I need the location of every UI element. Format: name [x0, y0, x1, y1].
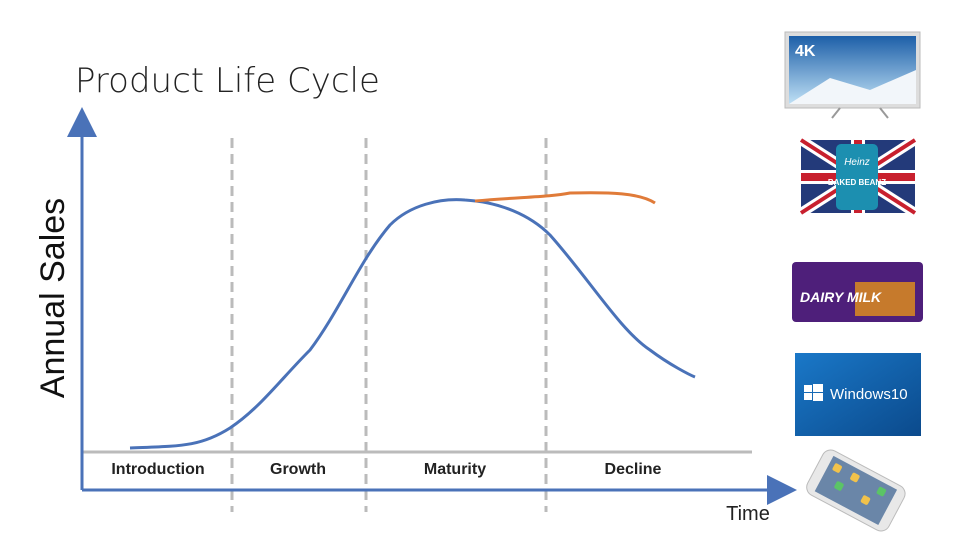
stage-label: Maturity	[424, 461, 486, 478]
product-text: Heinz	[844, 157, 870, 168]
stage-label: Introduction	[111, 461, 204, 478]
life-cycle-curve	[129, 198, 696, 450]
x-axis-label: Time	[726, 503, 770, 525]
chocolate-image: DAIRY MILK	[792, 262, 923, 322]
beans-image: Heinz BAKED BEANZ	[798, 135, 918, 218]
tv-image: 4K	[784, 31, 921, 119]
phone-image	[806, 449, 906, 532]
stage-separators	[230, 138, 548, 512]
product-text: BAKED BEANZ	[828, 178, 886, 187]
product-text: Windows10	[830, 386, 908, 403]
stage-label: Growth	[270, 461, 326, 478]
stage-label: Decline	[605, 461, 662, 478]
product-text: 4K	[795, 43, 816, 60]
windows-image: Windows10	[795, 353, 921, 436]
title: Product Life Cycle	[75, 61, 380, 101]
product-text: DAIRY MILK	[800, 289, 882, 305]
y-axis-label: Annual Sales	[34, 198, 72, 398]
extension-curve	[474, 191, 656, 205]
